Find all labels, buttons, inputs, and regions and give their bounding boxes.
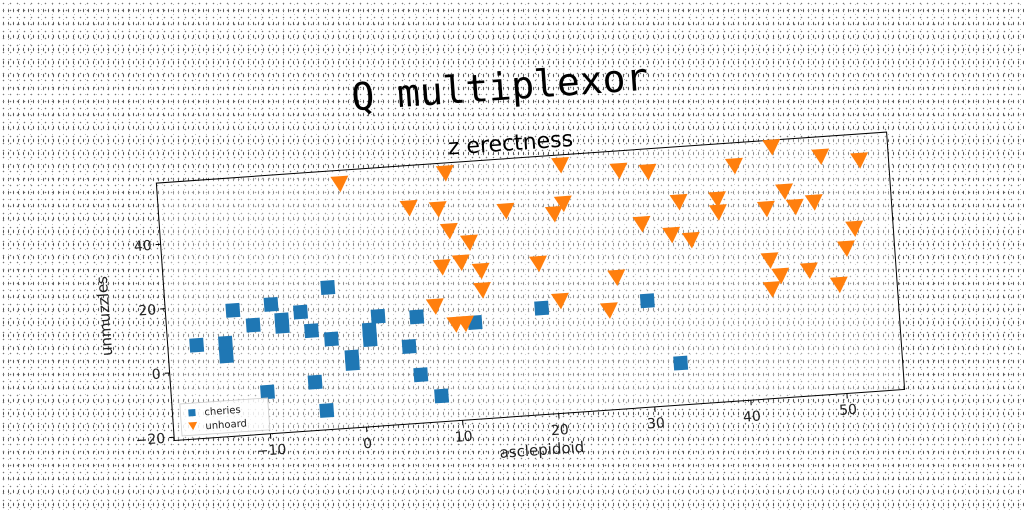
point-cheries	[189, 337, 205, 353]
point-unhoard	[553, 195, 572, 213]
point-unhoard	[756, 200, 775, 218]
legend-label-unhoard: unhoard	[205, 418, 247, 432]
point-unhoard	[551, 156, 570, 174]
point-unhoard	[669, 193, 688, 211]
point-unhoard	[845, 220, 864, 238]
point-unhoard	[811, 148, 830, 166]
y-axis-label: unmuzzles	[93, 275, 117, 356]
point-unhoard	[850, 152, 869, 169]
point-cheries	[639, 293, 655, 309]
point-unhoard	[435, 165, 454, 182]
point-cheries	[434, 388, 450, 404]
point-cheries	[534, 300, 550, 316]
point-unhoard	[471, 262, 490, 280]
point-unhoard	[775, 183, 793, 200]
point-cheries	[263, 296, 279, 312]
x-tick-label: 10	[454, 429, 473, 446]
legend-label-cheries: cheries	[204, 405, 241, 419]
point-unhoard	[459, 234, 478, 252]
point-unhoard	[428, 201, 447, 218]
point-unhoard	[708, 204, 727, 221]
point-unhoard	[799, 262, 818, 279]
point-unhoard	[638, 163, 657, 181]
y-tick-label: 0	[151, 367, 161, 384]
point-cheries	[218, 348, 234, 364]
x-tick-label: 50	[839, 402, 858, 419]
point-cheries	[274, 318, 290, 334]
point-unhoard	[632, 215, 651, 233]
point-unhoard	[425, 298, 444, 315]
point-cheries	[673, 355, 689, 371]
point-cheries	[245, 317, 261, 333]
point-cheries	[320, 280, 336, 295]
point-unhoard	[607, 269, 626, 286]
y-tick-label: 40	[133, 238, 152, 255]
point-cheries	[362, 332, 378, 348]
y-axis-ticks: −20 0 20 40	[133, 238, 175, 449]
point-unhoard	[599, 302, 618, 319]
x-tick-label: 30	[646, 415, 665, 432]
legend-box	[179, 397, 271, 437]
point-unhoard	[472, 282, 491, 299]
point-unhoard	[762, 138, 781, 156]
point-unhoard	[829, 276, 848, 294]
point-unhoard	[771, 267, 790, 285]
point-unhoard	[724, 157, 743, 175]
point-cheries	[304, 323, 319, 339]
point-cheries	[225, 302, 241, 318]
y-tick-label: 20	[138, 302, 157, 319]
point-unhoard	[609, 162, 628, 180]
x-tick-label: 20	[550, 422, 569, 439]
point-cheries	[409, 309, 425, 325]
legend-marker-unhoard	[188, 421, 198, 431]
point-unhoard	[432, 258, 451, 276]
point-unhoard	[836, 240, 855, 258]
point-cheries	[319, 402, 335, 418]
point-unhoard	[399, 199, 418, 217]
point-cheries	[260, 384, 275, 400]
data-marks	[189, 138, 869, 418]
point-unhoard	[785, 198, 804, 216]
point-unhoard	[439, 222, 458, 240]
point-unhoard	[681, 231, 700, 249]
point-unhoard	[760, 252, 779, 269]
point-unhoard	[455, 315, 474, 333]
point-unhoard	[451, 254, 470, 272]
point-cheries	[307, 374, 323, 390]
point-cheries	[293, 304, 309, 320]
x-axis-label: asclepidoid	[499, 438, 585, 462]
y-tick-label: −20	[135, 431, 166, 449]
point-cheries	[344, 355, 360, 371]
point-cheries	[370, 308, 386, 324]
legend-marker-cheries	[188, 408, 196, 417]
point-unhoard	[550, 292, 569, 310]
x-tick-label: 40	[743, 409, 762, 426]
point-unhoard	[707, 191, 726, 208]
x-tick-label: 0	[363, 436, 373, 453]
point-unhoard	[804, 194, 823, 211]
point-cheries	[218, 335, 233, 351]
point-unhoard	[762, 281, 781, 298]
chart-suptitle: Q multiplexor	[350, 55, 650, 120]
point-unhoard	[529, 255, 547, 273]
x-axis-ticks: −10 0 10 20 30 40 50	[256, 393, 858, 460]
legend: cheries unhoard	[179, 397, 271, 437]
point-cheries	[401, 339, 417, 354]
point-unhoard	[544, 205, 563, 223]
point-unhoard	[330, 175, 349, 193]
point-unhoard	[662, 226, 681, 244]
point-cheries	[323, 331, 339, 347]
point-cheries	[413, 367, 429, 383]
point-unhoard	[496, 202, 515, 220]
x-tick-label: −10	[256, 442, 287, 460]
